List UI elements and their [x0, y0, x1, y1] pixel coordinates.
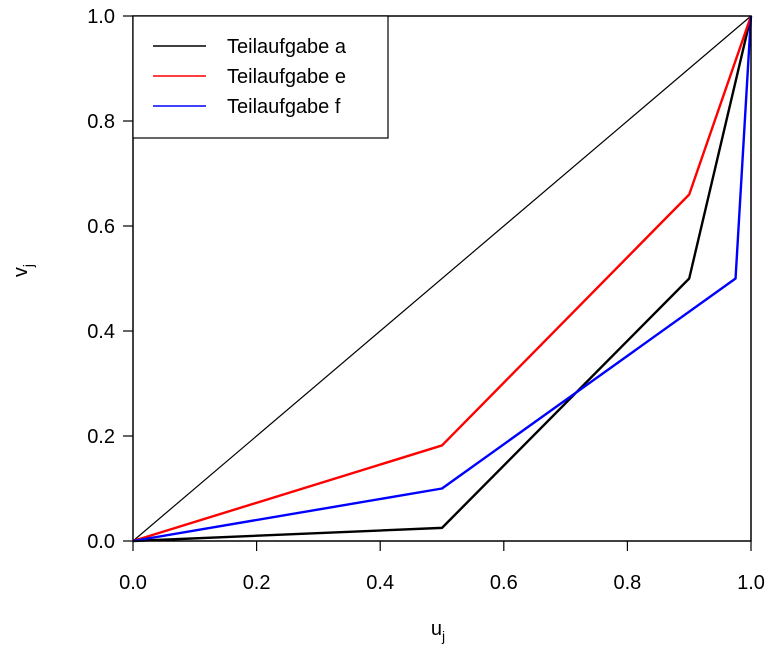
y-tick-label: 0.0 [87, 531, 115, 553]
y-tick-label: 0.4 [87, 321, 115, 343]
x-tick-label: 0.2 [243, 572, 271, 594]
legend-label: Teilaufgabe e [227, 66, 346, 88]
series-line-1 [132, 15, 753, 543]
legend-label: Teilaufgabe f [227, 96, 341, 118]
plot-marks [132, 15, 753, 543]
x-tick-label: 0.4 [366, 572, 394, 594]
legend-label: Teilaufgabe a [227, 36, 347, 58]
x-tick-label: 0.6 [490, 572, 518, 594]
legend: Teilaufgabe a Teilaufgabe e Teilaufgabe f [132, 15, 389, 139]
y-tick-label: 1.0 [87, 6, 115, 28]
y-axis: 0.0 0.2 0.4 0.6 0.8 1.0 [87, 6, 133, 553]
y-tick-label: 0.8 [87, 111, 115, 133]
x-tick-label: 0.0 [119, 572, 147, 594]
y-tick-label: 0.6 [87, 216, 115, 238]
series-line-3 [132, 15, 753, 543]
x-axis-label: uj [431, 618, 445, 644]
legend-box [132, 15, 389, 139]
x-tick-label: 1.0 [737, 572, 765, 594]
reference-line [132, 15, 752, 542]
y-tick-label: 0.2 [87, 426, 115, 448]
y-axis-label: vj [10, 264, 36, 277]
x-axis: 0.0 0.2 0.4 0.6 0.8 1.0 [119, 541, 765, 594]
plot-frame [132, 15, 752, 542]
series-line-2 [132, 15, 753, 543]
x-tick-label: 0.8 [613, 572, 641, 594]
